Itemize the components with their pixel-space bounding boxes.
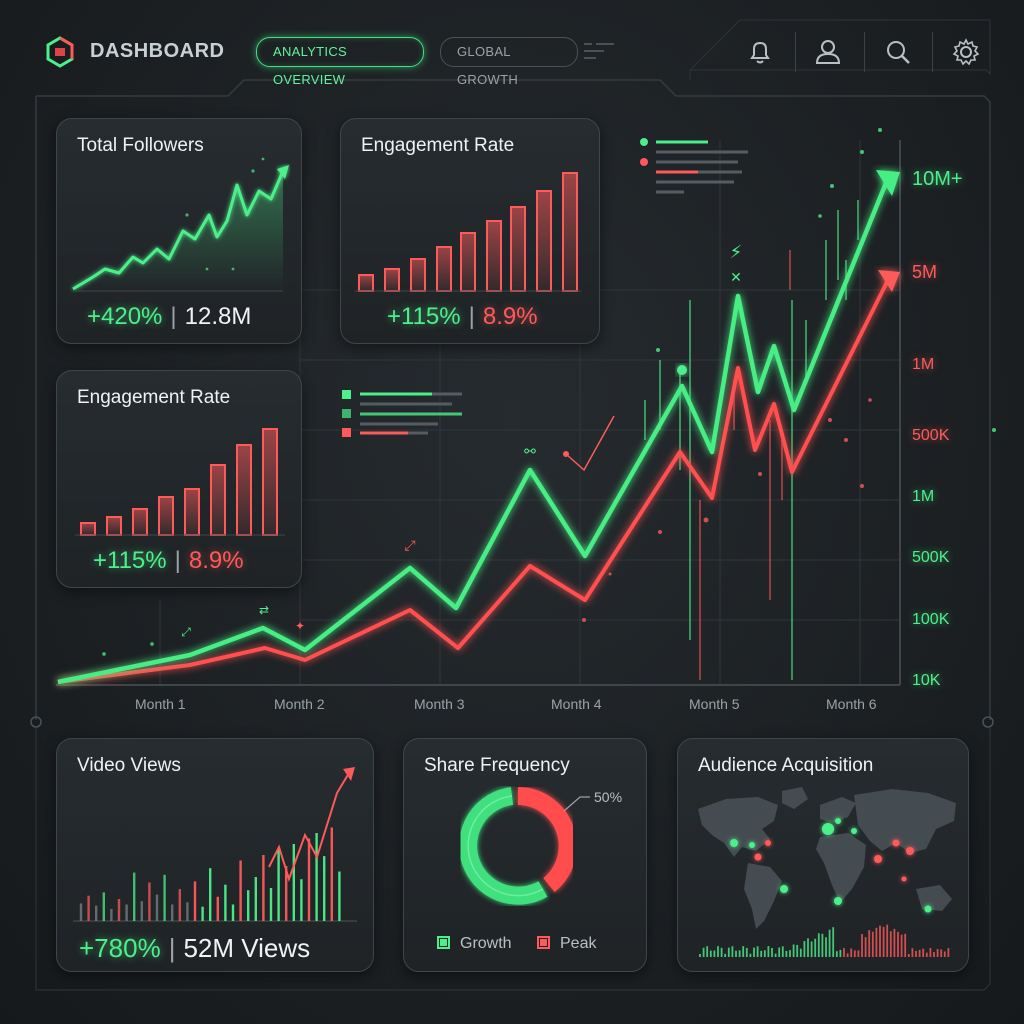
engagement-change: +115% (387, 303, 461, 330)
x-axis-label: Month 3 (414, 696, 465, 712)
svg-text:⤢: ⤢ (180, 625, 191, 639)
x-axis-label: Month 1 (135, 696, 186, 712)
card-video-views[interactable]: Video Views +780% | 52M Views (56, 738, 374, 972)
card-title: Engagement Rate (77, 387, 231, 408)
y-axis-label: 100K (912, 611, 950, 628)
share-callout: 50% (594, 789, 623, 805)
engagement-stat-left: +115% | 8.9% (93, 547, 244, 574)
video-stat: +780% | 52M Views (79, 933, 311, 963)
legend-growth: Growth (460, 935, 512, 952)
search-icon[interactable] (882, 36, 914, 68)
engagement-bars-left (75, 428, 285, 536)
card-engagement-rate-top[interactable]: Engagement Rate +115% | 8.9% (340, 118, 600, 344)
svg-text:⇄: ⇄ (259, 603, 269, 617)
engagement-bars-top (355, 172, 581, 292)
followers-stat: +420% | 12.8M (87, 303, 252, 330)
gear-icon[interactable] (950, 36, 982, 68)
x-axis-label: Month 5 (689, 696, 740, 712)
svg-text:⤢: ⤢ (404, 538, 415, 554)
y-axis-label: 10M+ (912, 168, 963, 190)
x-axis-label: Month 4 (551, 696, 602, 712)
card-engagement-rate-left[interactable]: Engagement Rate +115% | 8.9% (56, 370, 302, 588)
world-map (698, 787, 956, 957)
card-audience-acquisition[interactable]: Audience Acquisition (677, 738, 969, 972)
header-divider (932, 32, 933, 72)
engagement-change: +115% (93, 547, 167, 574)
card-title: Share Frequency (424, 755, 570, 776)
x-axis-label: Month 6 (826, 696, 877, 712)
video-trend-arrow (343, 767, 355, 781)
video-change: +780% (79, 933, 161, 963)
followers-value: 12.8M (184, 303, 252, 330)
brand-title: DASHBOARD (90, 40, 225, 62)
main-chart-legend-2 (342, 390, 462, 437)
y-axis-label: 500K (912, 427, 950, 444)
card-title: Video Views (77, 755, 181, 776)
x-axis-label: Month 2 (274, 696, 325, 712)
y-axis-label: 500K (912, 549, 950, 566)
card-share-frequency[interactable]: Share Frequency 50% Growth Peak (403, 738, 647, 972)
svg-text:⚡: ⚡ (730, 242, 743, 263)
card-total-followers[interactable]: Total Followers +420% | 12.8M (56, 118, 302, 344)
card-title: Engagement Rate (361, 135, 515, 156)
legend-peak: Peak (560, 935, 597, 952)
main-chart-legend (640, 138, 748, 194)
bell-icon[interactable] (744, 36, 776, 68)
video-value: 52M Views (183, 933, 311, 963)
share-donut-chart (437, 787, 590, 949)
y-axis-label: 5M (912, 262, 938, 282)
y-axis-label: 1M (912, 356, 935, 373)
tab-global-growth[interactable]: GLOBAL GROWTH (440, 37, 578, 87)
card-title: Audience Acquisition (698, 755, 874, 776)
header-divider (795, 32, 796, 72)
svg-text:✦: ✦ (295, 619, 305, 633)
engagement-value: 8.9% (482, 303, 538, 330)
y-axis-label: 1M (912, 488, 935, 505)
header-divider (864, 32, 865, 72)
user-icon[interactable] (812, 36, 844, 68)
video-trend-line (268, 772, 350, 883)
y-axis-label: 10K (912, 672, 941, 689)
svg-text:✕: ✕ (730, 270, 742, 286)
followers-change: +420% (87, 303, 163, 330)
tab-decoration (584, 43, 614, 59)
video-views-bars (73, 767, 357, 922)
followers-sparkline (72, 157, 289, 292)
card-title: Total Followers (77, 135, 204, 156)
logo-icon (46, 36, 74, 68)
svg-text:⚯: ⚯ (524, 444, 536, 460)
engagement-value: 8.9% (188, 547, 244, 574)
engagement-stat-top: +115% | 8.9% (387, 303, 538, 330)
tab-analytics-overview[interactable]: ANALYTICS OVERVIEW (256, 37, 424, 87)
